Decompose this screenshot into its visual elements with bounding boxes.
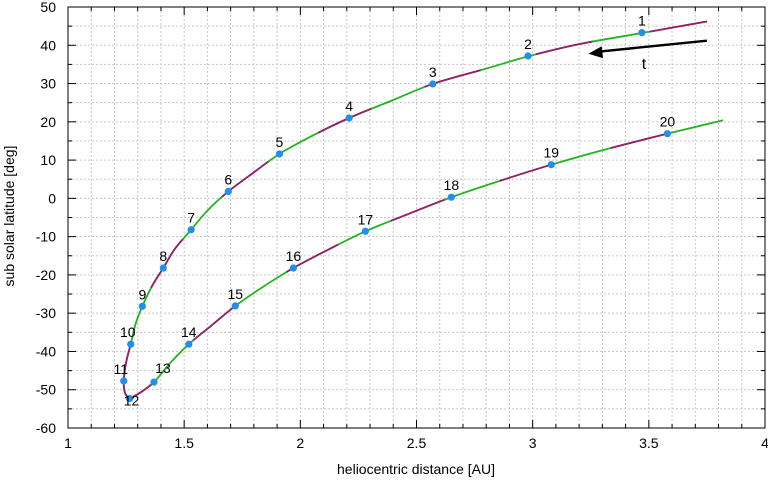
data-point-14 [185, 340, 193, 348]
time-arrow-label: t [642, 56, 647, 73]
point-label-14: 14 [181, 324, 197, 340]
x-tick-label: 1.5 [174, 435, 194, 451]
y-tick-label: -50 [36, 382, 56, 398]
data-point-10 [127, 340, 135, 348]
point-label-12: 12 [124, 393, 140, 409]
x-tick-label: 4 [761, 435, 768, 451]
data-point-16 [289, 264, 297, 272]
y-axis-title: sub solar latitude [deg] [1, 146, 17, 287]
point-label-18: 18 [444, 177, 460, 193]
y-tick-label: 20 [40, 114, 56, 130]
data-point-12 [125, 394, 134, 403]
data-point-20 [663, 130, 672, 138]
point-label-16: 16 [286, 248, 302, 264]
point-label-1: 1 [638, 13, 646, 29]
y-tick-label: 10 [40, 152, 56, 168]
trajectory-inbound-alt [122, 20, 708, 400]
x-tick-label: 2.5 [407, 435, 427, 451]
y-tick-label: -20 [36, 267, 56, 283]
y-tick-label: -60 [36, 420, 56, 436]
y-tick-label: 50 [40, 0, 56, 15]
trajectory [122, 20, 724, 400]
point-label-19: 19 [543, 145, 559, 161]
data-point-9 [138, 302, 146, 310]
data-point-11 [120, 377, 128, 385]
x-tick-label: 3 [529, 435, 537, 451]
point-label-4: 4 [345, 98, 353, 114]
y-tick-label: 30 [40, 76, 56, 92]
point-label-3: 3 [429, 64, 437, 80]
x-axis-title: heliocentric distance [AU] [337, 461, 495, 477]
data-point-2 [524, 52, 532, 60]
data-point-7 [187, 226, 195, 234]
data-point-19 [547, 161, 555, 169]
tick-labels: 1 1.5 2 2.5 3 3.5 4 -60 -50 -40 -30 -20 -10 0 10 20 30 40… [36, 0, 768, 451]
y-tick-label: -10 [36, 229, 56, 245]
x-tick-label: 1 [64, 435, 72, 451]
trajectory-inbound [122, 20, 708, 400]
point-label-17: 17 [358, 211, 374, 227]
point-label-15: 15 [227, 286, 243, 302]
x-tick-label: 2 [296, 435, 304, 451]
point-label-11: 11 [113, 361, 128, 377]
y-tick-label: -40 [36, 343, 56, 359]
point-label-6: 6 [224, 171, 232, 187]
data-point-17 [361, 227, 369, 235]
data-point-18 [447, 193, 455, 201]
point-label-9: 9 [138, 286, 146, 302]
point-label-8: 8 [159, 248, 167, 264]
point-label-10: 10 [120, 324, 136, 340]
y-tick-label: 40 [40, 37, 56, 53]
x-tick-label: 3.5 [639, 435, 659, 451]
trajectory-outbound-alt [129, 119, 724, 400]
grid [68, 7, 765, 428]
data-point-15 [231, 302, 239, 310]
trajectory-outbound [129, 119, 724, 400]
data-point-3 [429, 80, 437, 88]
data-point-6 [224, 187, 232, 196]
y-tick-label: 0 [48, 190, 56, 206]
point-label-7: 7 [187, 210, 195, 226]
time-arrow [588, 39, 708, 59]
point-label-5: 5 [276, 134, 284, 150]
point-label-2: 2 [524, 36, 532, 52]
data-point-4 [345, 114, 353, 122]
point-label-20: 20 [660, 114, 676, 130]
point-label-13: 13 [155, 360, 171, 376]
data-point-1 [638, 29, 646, 37]
data-point-5 [275, 150, 284, 158]
y-tick-label: -30 [36, 305, 56, 321]
data-point-8 [159, 264, 167, 272]
time-arrow-shaft [598, 39, 708, 53]
plot-frame [67, 6, 766, 429]
time-arrow-head [588, 46, 603, 59]
data-point-13 [150, 378, 158, 386]
